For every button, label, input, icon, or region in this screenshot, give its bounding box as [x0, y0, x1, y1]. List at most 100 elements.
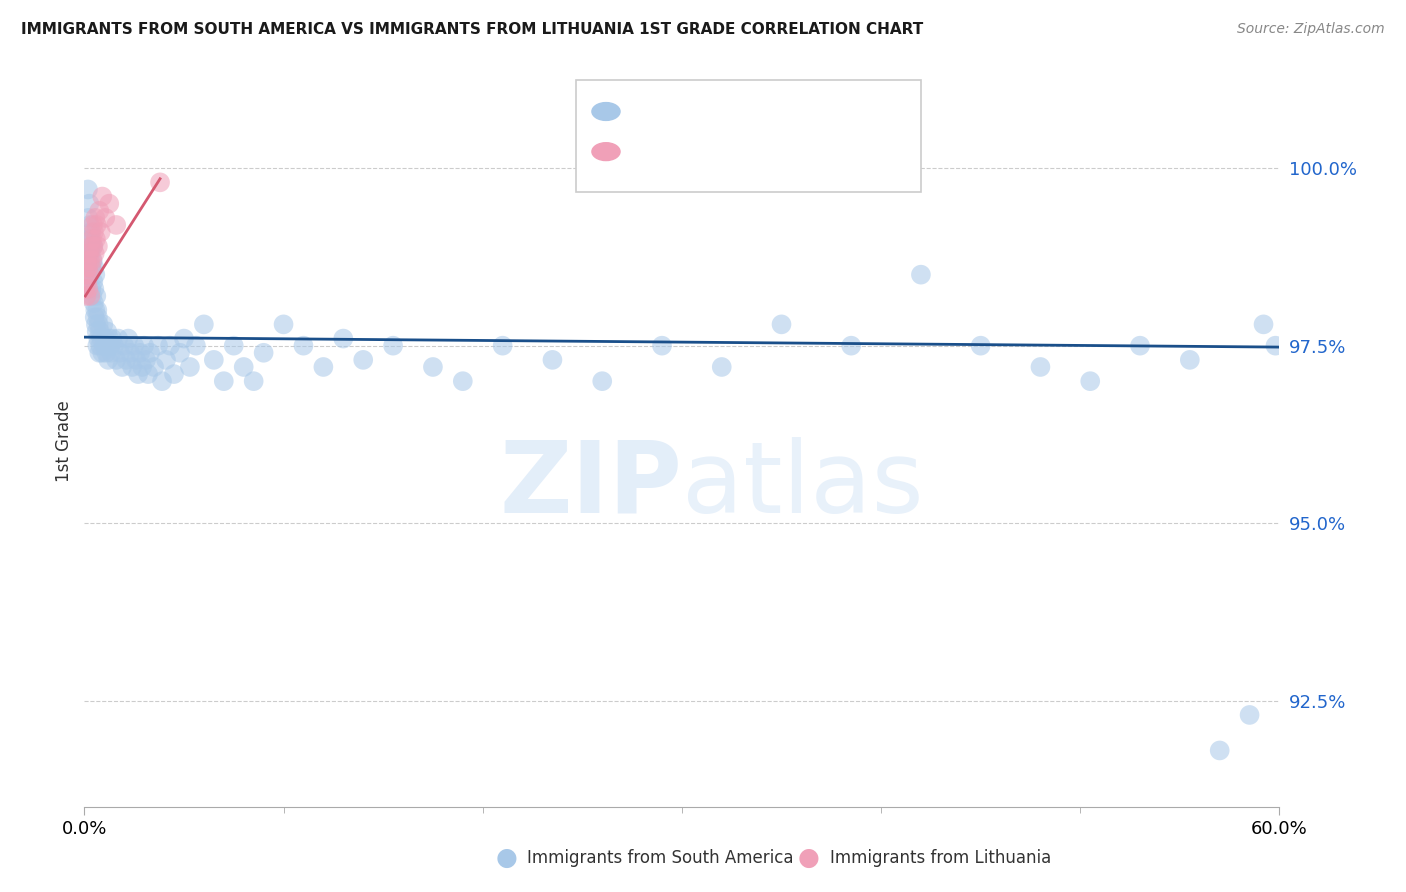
- Point: [135, 352, 157, 367]
- Point: [82, 218, 104, 232]
- Point: [839, 339, 862, 353]
- Point: [163, 367, 186, 381]
- Point: [77, 282, 100, 296]
- Point: [90, 225, 112, 239]
- Point: [242, 374, 264, 388]
- Point: [98, 196, 121, 211]
- Point: [80, 246, 103, 260]
- Point: [253, 345, 276, 359]
- Point: [121, 359, 143, 374]
- Point: [86, 218, 108, 232]
- Point: [80, 260, 103, 275]
- Point: [155, 352, 177, 367]
- Point: [91, 345, 114, 359]
- Point: [82, 253, 104, 268]
- Text: ZIP: ZIP: [499, 437, 682, 534]
- Point: [1078, 374, 1101, 388]
- Text: Immigrants from South America: Immigrants from South America: [527, 849, 794, 867]
- Point: [82, 239, 104, 253]
- Point: [292, 339, 315, 353]
- Point: [127, 367, 149, 381]
- Point: [82, 275, 104, 289]
- Point: [89, 339, 111, 353]
- Point: [131, 359, 153, 374]
- Point: [97, 352, 120, 367]
- Point: [80, 232, 103, 246]
- Point: [86, 339, 108, 353]
- Point: [80, 239, 103, 253]
- Point: [84, 268, 107, 282]
- Text: atlas: atlas: [682, 437, 924, 534]
- Point: [80, 282, 103, 296]
- Text: Immigrants from Lithuania: Immigrants from Lithuania: [830, 849, 1050, 867]
- Point: [89, 325, 111, 339]
- Point: [451, 374, 474, 388]
- Point: [84, 232, 107, 246]
- Point: [90, 332, 112, 346]
- Point: [222, 339, 245, 353]
- Point: [87, 310, 110, 325]
- Point: [79, 253, 101, 268]
- Point: [75, 289, 97, 303]
- Point: [96, 345, 118, 359]
- Point: [312, 359, 335, 374]
- Point: [422, 359, 444, 374]
- Point: [79, 196, 101, 211]
- Point: [273, 318, 295, 332]
- Point: [112, 339, 135, 353]
- Point: [117, 332, 139, 346]
- Point: [79, 246, 101, 260]
- Point: [352, 352, 374, 367]
- Point: [169, 345, 191, 359]
- Point: [232, 359, 254, 374]
- Point: [79, 289, 101, 303]
- Point: [770, 318, 793, 332]
- Point: [173, 332, 195, 346]
- Point: [105, 218, 128, 232]
- Text: R = -0.023   N = 107: R = -0.023 N = 107: [631, 103, 849, 120]
- Point: [179, 359, 201, 374]
- Text: R =  0.493   N = 30: R = 0.493 N = 30: [631, 143, 838, 161]
- Point: [111, 359, 134, 374]
- Point: [212, 374, 235, 388]
- Point: [82, 289, 104, 303]
- Point: [101, 332, 124, 346]
- Point: [94, 332, 117, 346]
- Point: [84, 211, 107, 225]
- Point: [1264, 339, 1286, 353]
- Point: [82, 253, 104, 268]
- Point: [105, 352, 128, 367]
- Point: [1253, 318, 1275, 332]
- Point: [80, 225, 103, 239]
- Point: [202, 352, 225, 367]
- Text: ●: ●: [495, 847, 517, 870]
- Point: [75, 282, 97, 296]
- Point: [970, 339, 993, 353]
- Point: [103, 339, 125, 353]
- Point: [591, 374, 613, 388]
- Point: [93, 339, 115, 353]
- Point: [129, 345, 152, 359]
- Point: [1129, 339, 1152, 353]
- Point: [83, 246, 105, 260]
- Point: [89, 345, 111, 359]
- Point: [184, 339, 207, 353]
- Y-axis label: 1st Grade: 1st Grade: [55, 401, 73, 483]
- Point: [84, 303, 107, 318]
- Point: [159, 339, 181, 353]
- Point: [910, 268, 932, 282]
- Point: [87, 318, 110, 332]
- Point: [1029, 359, 1052, 374]
- Point: [87, 332, 110, 346]
- Text: Source: ZipAtlas.com: Source: ZipAtlas.com: [1237, 22, 1385, 37]
- Point: [332, 332, 354, 346]
- Point: [79, 268, 101, 282]
- Point: [1178, 352, 1201, 367]
- Point: [79, 232, 101, 246]
- Point: [83, 296, 105, 310]
- Point: [1239, 708, 1261, 723]
- Point: [382, 339, 405, 353]
- Point: [80, 260, 103, 275]
- Point: [82, 239, 104, 253]
- Point: [143, 359, 166, 374]
